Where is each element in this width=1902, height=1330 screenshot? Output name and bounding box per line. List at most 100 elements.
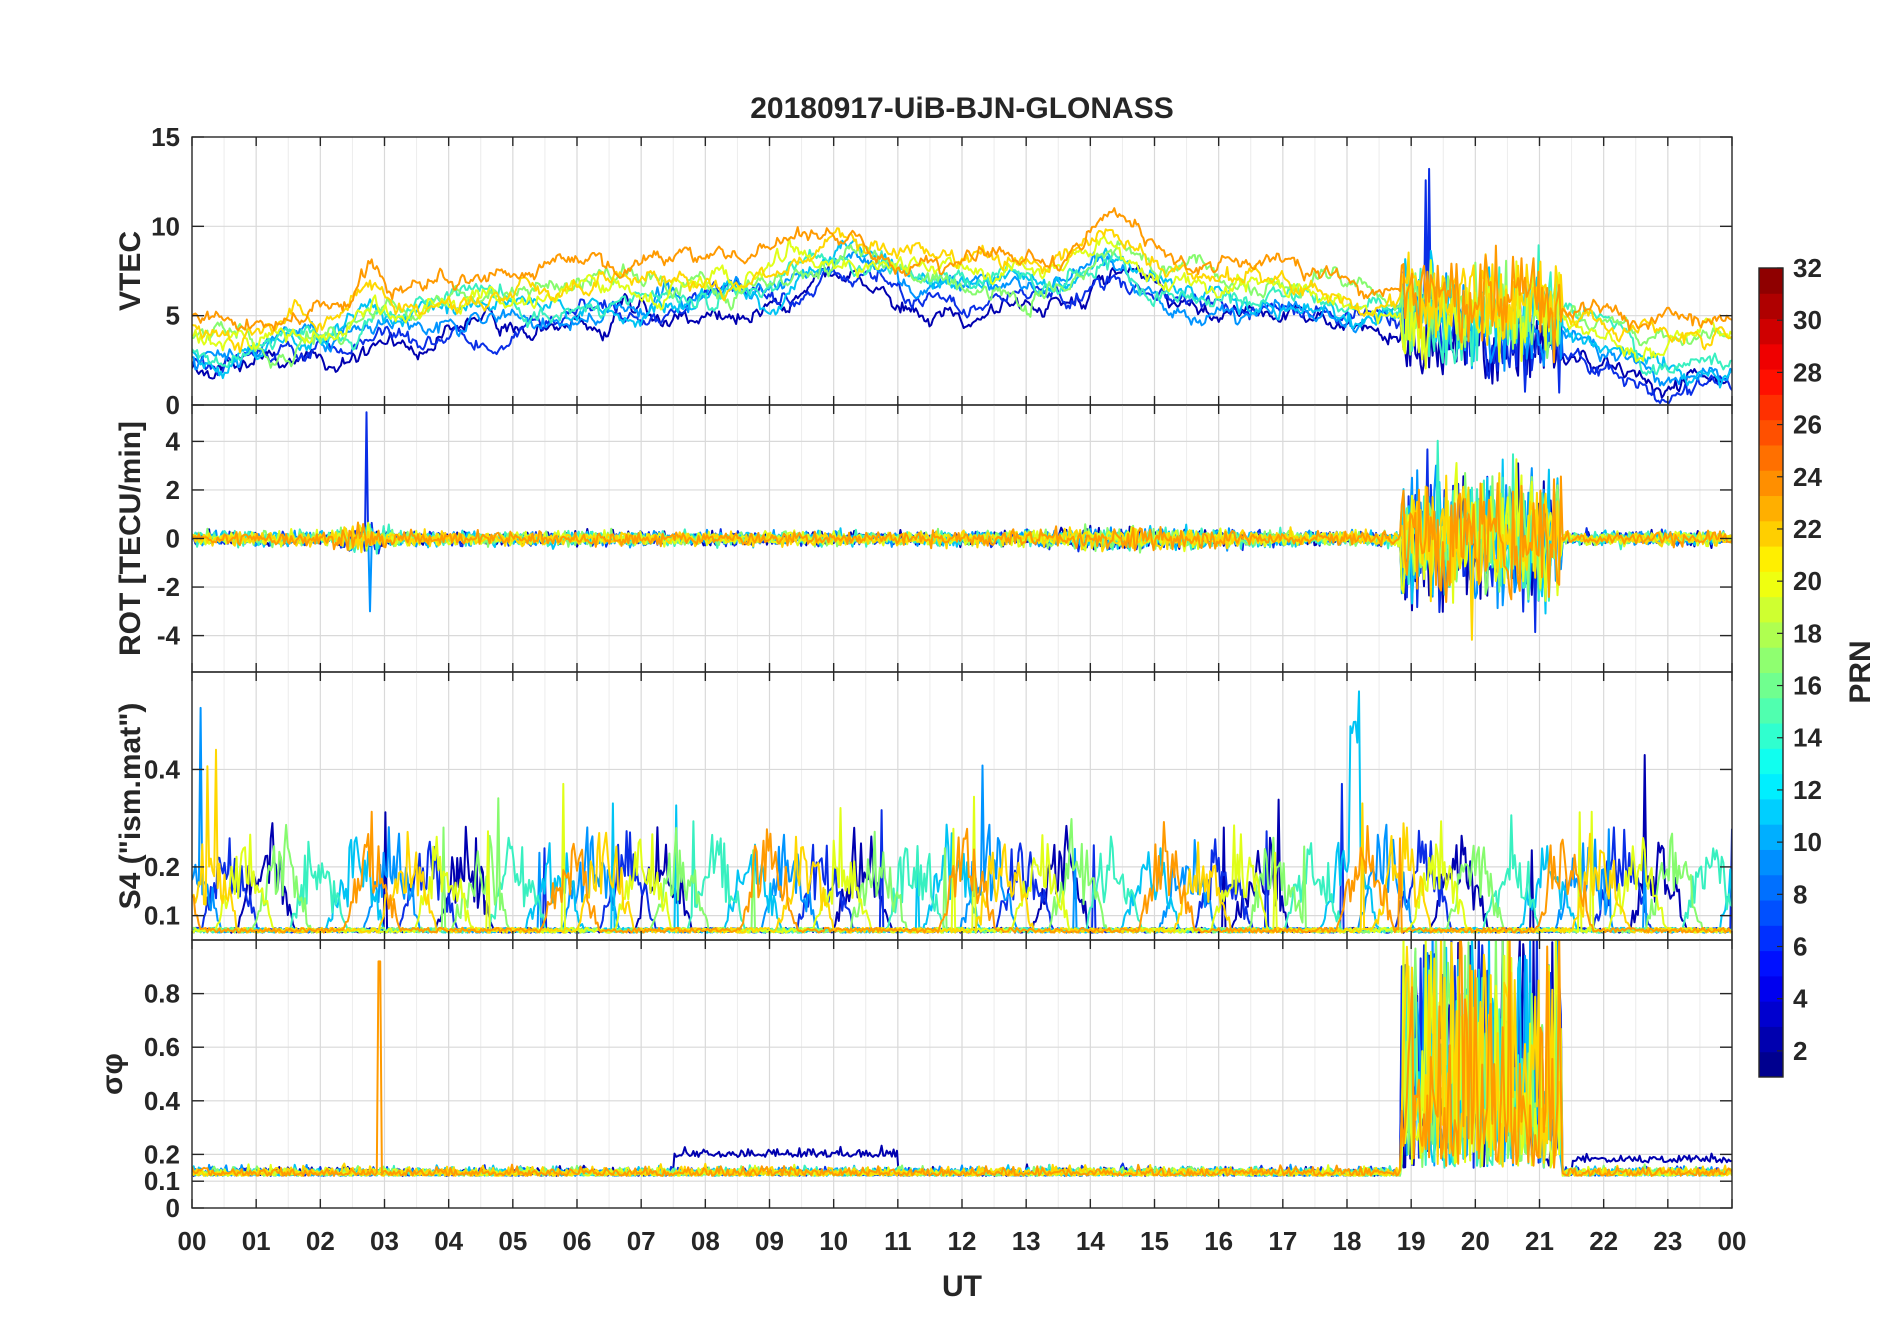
- x-tick-label: 02: [306, 1226, 335, 1256]
- y-tick-label: 0: [166, 524, 180, 554]
- series-group: [192, 940, 1732, 1177]
- series-group: [192, 411, 1732, 641]
- y-tick-label: -2: [157, 572, 180, 602]
- y-tick-label: 0.4: [144, 1086, 181, 1116]
- series-line-prn-23: [192, 475, 1732, 603]
- x-tick-label: 17: [1268, 1226, 1297, 1256]
- y-tick-label: 0: [166, 1193, 180, 1223]
- colorbar-swatch: [1759, 394, 1783, 421]
- x-tick-label: 00: [178, 1226, 207, 1256]
- colorbar-tick-label: 26: [1793, 410, 1822, 440]
- x-tick-label: 21: [1525, 1226, 1554, 1256]
- colorbar-swatch: [1759, 268, 1783, 294]
- colorbar-swatch: [1759, 849, 1783, 876]
- colorbar-swatch: [1759, 950, 1783, 977]
- colorbar-swatch: [1759, 1001, 1783, 1027]
- colorbar-tick-label: 4: [1793, 984, 1808, 1014]
- x-tick-labels: 00 01 02 03 04 05 06 07 08 09 10 11 12 13 14 15 16 17 18 19…: [178, 1226, 1747, 1256]
- x-tick-label: 08: [691, 1226, 720, 1256]
- colorbar-tick-label: 28: [1793, 357, 1822, 387]
- x-tick-label: 16: [1204, 1226, 1233, 1256]
- y-tick-label: 5: [166, 301, 180, 331]
- colorbar-swatch: [1759, 495, 1783, 522]
- colorbar-swatch: [1759, 596, 1783, 623]
- colorbar-tick-label: 12: [1793, 775, 1822, 805]
- colorbar-swatch: [1759, 318, 1783, 345]
- panel-3: 0.1 0.2 0.4S4 ("ism.mat"): [114, 671, 1733, 941]
- colorbar-tick-label: 8: [1793, 879, 1807, 909]
- colorbar-tick-label: 30: [1793, 305, 1822, 335]
- colorbar-swatch: [1759, 697, 1783, 724]
- colorbar-frame: [1758, 267, 1784, 1078]
- y-tick-label: 0.1: [144, 1166, 180, 1196]
- series-group: [192, 167, 1732, 405]
- colorbar-tick-label: 14: [1793, 723, 1822, 753]
- colorbar-swatch: [1759, 925, 1783, 952]
- y-tick-label: 0: [166, 390, 180, 420]
- colorbar-tick-label: 18: [1793, 618, 1822, 648]
- panel-2: -4 -2 0 2 4 ROT [TECU/min]: [114, 404, 1733, 673]
- series-line-prn-23: [192, 207, 1732, 364]
- x-axis-label: UT: [942, 1270, 982, 1303]
- colorbar-tick-label: 10: [1793, 827, 1822, 857]
- x-tick-label: 10: [819, 1226, 848, 1256]
- x-tick-label: 04: [434, 1226, 463, 1256]
- y-tick-label: -4: [157, 621, 181, 651]
- y-tick-label: 15: [151, 122, 180, 152]
- x-tick-label: 18: [1333, 1226, 1362, 1256]
- y-tick-label: 0.8: [144, 979, 180, 1009]
- y-tick-label: 0.6: [144, 1032, 180, 1062]
- y-tick-label: 0.2: [144, 852, 180, 882]
- colorbar-tick-label: 24: [1793, 462, 1822, 492]
- colorbar-swatch: [1759, 293, 1783, 320]
- y-axis-label: S4 ("ism.mat"): [114, 703, 147, 910]
- series-line-prn-23: [192, 940, 1732, 1177]
- series-line-prn-21: [192, 227, 1732, 354]
- colorbar-swatch: [1759, 723, 1783, 749]
- y-tick-label: 0.2: [144, 1139, 180, 1169]
- colorbar-tick-label: 16: [1793, 671, 1822, 701]
- panel-1: 0 5 10 15 VTEC: [114, 122, 1733, 420]
- y-tick-label: 10: [151, 211, 180, 241]
- x-tick-label: 20: [1461, 1226, 1490, 1256]
- x-tick-label: 05: [498, 1226, 527, 1256]
- x-tick-label: 00: [1718, 1226, 1747, 1256]
- colorbar-swatch: [1759, 419, 1783, 446]
- colorbar-swatch: [1759, 546, 1783, 572]
- colorbar-swatch: [1759, 798, 1783, 825]
- colorbar-label: PRN: [1844, 640, 1877, 703]
- colorbar-swatch: [1759, 773, 1783, 800]
- x-tick-label: 07: [627, 1226, 656, 1256]
- colorbar-swatch: [1759, 1026, 1783, 1053]
- colorbar-tick-label: 32: [1793, 253, 1822, 283]
- x-tick-label: 13: [1012, 1226, 1041, 1256]
- colorbar-swatch: [1759, 874, 1783, 901]
- y-tick-label: 4: [166, 426, 181, 456]
- colorbar-swatch: [1759, 470, 1783, 497]
- y-axis-label: VTEC: [114, 231, 147, 311]
- x-tick-label: 22: [1589, 1226, 1618, 1256]
- colorbar-swatch: [1759, 621, 1783, 648]
- y-tick-label: 0.4: [144, 754, 181, 784]
- x-tick-label: 03: [370, 1226, 399, 1256]
- colorbar-tick-label: 20: [1793, 566, 1822, 596]
- y-tick-label: 0.1: [144, 901, 180, 931]
- x-tick-label: 19: [1397, 1226, 1426, 1256]
- x-tick-label: 09: [755, 1226, 784, 1256]
- colorbar-swatch: [1759, 571, 1783, 598]
- colorbar-swatch: [1759, 975, 1783, 1002]
- y-axis-label: ROT [TECU/min]: [114, 421, 147, 656]
- x-tick-label: 01: [242, 1226, 271, 1256]
- x-tick-label: 14: [1076, 1226, 1105, 1256]
- y-axis-label: σφ: [96, 1053, 129, 1095]
- colorbar-swatch: [1759, 520, 1783, 547]
- y-tick-label: 2: [166, 475, 180, 505]
- colorbar-swatch: [1759, 647, 1783, 673]
- x-tick-label: 11: [884, 1226, 912, 1256]
- colorbar-tick-label: 2: [1793, 1036, 1807, 1066]
- colorbar-swatch: [1759, 900, 1783, 926]
- colorbar-swatch: [1759, 748, 1783, 775]
